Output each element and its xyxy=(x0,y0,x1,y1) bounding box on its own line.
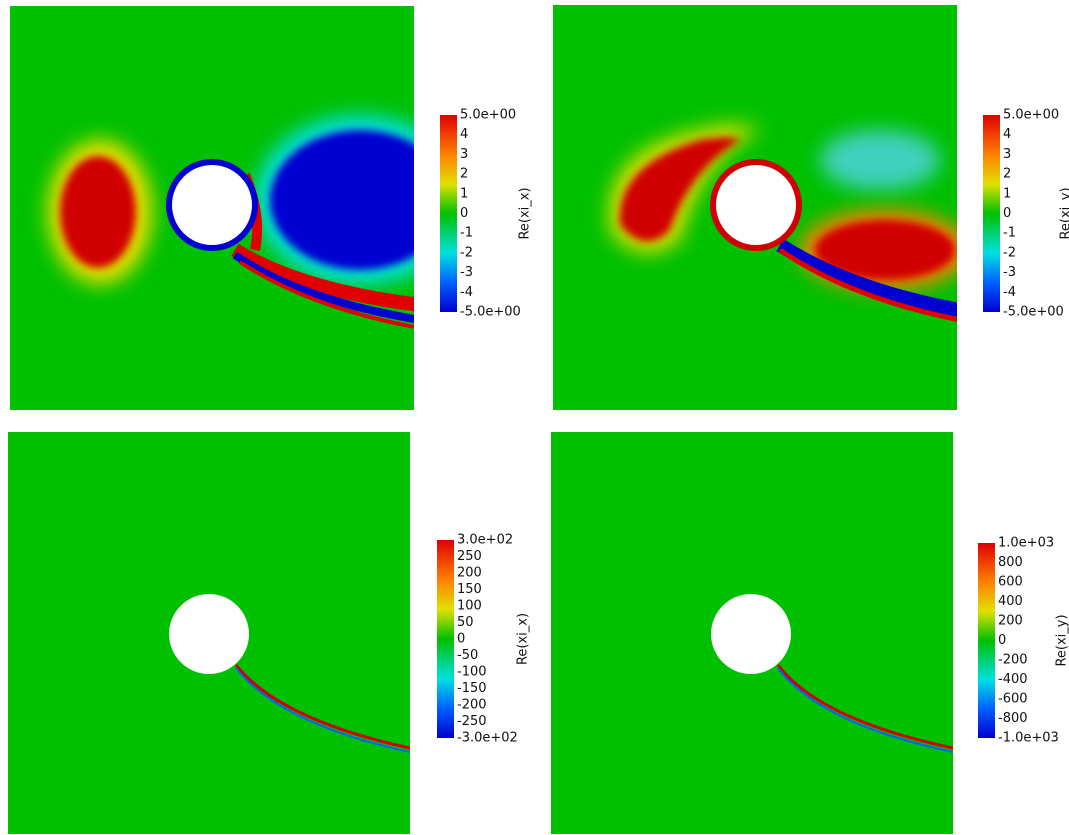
colorbar-tick-label: 600 xyxy=(998,575,1023,590)
colorbar-tick-label: 3 xyxy=(1003,147,1011,162)
colorbar-tick-label: -50 xyxy=(457,648,478,663)
colorbar-tick-label: 1 xyxy=(460,186,468,201)
colorbar-tick-label: 2 xyxy=(1003,167,1011,182)
colorbar-tick-label: 1 xyxy=(1003,186,1011,201)
colorbar-tick-label: 200 xyxy=(457,566,482,581)
colorbar-tick-label: -100 xyxy=(457,665,487,680)
colorbar-tick-label: 2 xyxy=(460,167,468,182)
colorbar-tick-label: 200 xyxy=(998,614,1023,629)
colorbar-tick-label: -4 xyxy=(1003,285,1016,300)
colorbar-label: Re(xi_y) xyxy=(1055,614,1069,666)
colorbar-label: Re(xi_y) xyxy=(1059,187,1069,239)
colorbar-tick-label: 800 xyxy=(998,555,1023,570)
colorbar-tick-label: -1 xyxy=(1003,226,1016,241)
colorbar xyxy=(983,115,1000,312)
colorbar-tick-label: -2 xyxy=(1003,245,1016,260)
colorbar-tick-label: -4 xyxy=(460,285,473,300)
colorbar-tick-label: -5.0e+00 xyxy=(1003,305,1064,320)
colorbar-label: Re(xi_x) xyxy=(516,613,531,665)
colorbar-tick-label: 5.0e+00 xyxy=(1003,108,1059,123)
colorbar-tick-label: -800 xyxy=(998,711,1028,726)
colorbar-label: Re(xi_x) xyxy=(518,187,533,239)
colorbar-tick-label: 0 xyxy=(1003,206,1011,221)
colorbar-tick-label: 0 xyxy=(998,633,1006,648)
colorbar-tick-label: 4 xyxy=(1003,127,1011,142)
colorbar-tick-label: 0 xyxy=(457,632,465,647)
colorbar-tick-label: 0 xyxy=(460,206,468,221)
field-plot xyxy=(551,432,953,834)
colorbar-tick-label: -2 xyxy=(460,245,473,260)
colorbar-tick-label: 400 xyxy=(998,594,1023,609)
colorbar-tick-label: -5.0e+00 xyxy=(460,305,521,320)
colorbar-tick-label: 50 xyxy=(457,615,474,630)
colorbar-tick-label: -250 xyxy=(457,714,487,729)
colorbar-tick-label: -1.0e+03 xyxy=(998,731,1059,746)
colorbar xyxy=(440,115,457,312)
field-plot xyxy=(553,5,957,410)
field-plot xyxy=(8,432,410,834)
colorbar-tick-label: -3.0e+02 xyxy=(457,731,518,746)
colorbar-tick-label: 250 xyxy=(457,549,482,564)
colorbar-tick-label: 3 xyxy=(460,147,468,162)
colorbar-tick-label: 3.0e+02 xyxy=(457,533,513,548)
colorbar-tick-label: -400 xyxy=(998,672,1028,687)
colorbar-tick-label: 5.0e+00 xyxy=(460,108,516,123)
colorbar-tick-label: -1 xyxy=(460,226,473,241)
colorbar-tick-label: 100 xyxy=(457,599,482,614)
colorbar-tick-label: -3 xyxy=(460,265,473,280)
field-plot xyxy=(10,6,414,410)
colorbar-tick-label: 1.0e+03 xyxy=(998,536,1054,551)
colorbar-tick-label: 4 xyxy=(460,127,468,142)
colorbar-tick-label: -200 xyxy=(998,653,1028,668)
colorbar xyxy=(978,543,995,738)
colorbar-tick-label: -3 xyxy=(1003,265,1016,280)
colorbar-tick-label: -150 xyxy=(457,681,487,696)
colorbar-tick-label: -200 xyxy=(457,698,487,713)
colorbar-tick-label: -600 xyxy=(998,692,1028,707)
colorbar-tick-label: 150 xyxy=(457,582,482,597)
colorbar xyxy=(437,540,454,738)
